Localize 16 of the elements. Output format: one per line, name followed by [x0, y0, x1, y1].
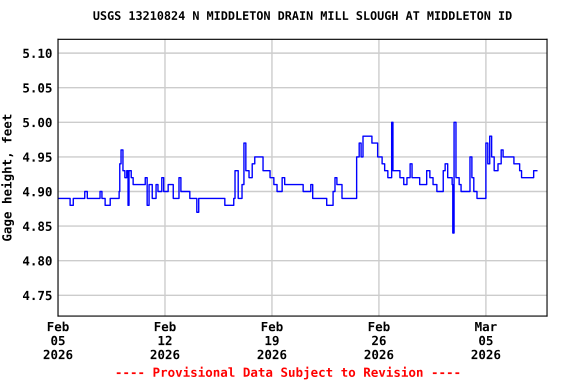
x-tick-label: Feb 26 2026	[364, 322, 394, 360]
x-tick-label: Feb 19 2026	[258, 322, 286, 360]
x-tick-label: Feb 05 2026	[44, 322, 72, 360]
y-tick-label: 4.80	[22, 256, 52, 266]
y-tick-label: 5.05	[23, 83, 52, 93]
y-tick-label: 5.00	[23, 118, 52, 128]
chart-title: USGS 13210824 N MIDDLETON DRAIN MILL SLOUGH AT MIDDLETON ID	[93, 11, 512, 20]
text: ---- Provisional Data Subject to Revision ----	[116, 366, 460, 380]
y-tick-label: 4.95	[22, 152, 52, 162]
y-tick-label: 4.85	[22, 222, 52, 232]
y-tick-label: 4.75	[22, 290, 52, 300]
x-tick-label: Feb 12 2026	[150, 322, 180, 360]
y-axis-title: Gage height, feet	[1, 114, 14, 241]
y-tick-label: 5.10	[23, 48, 52, 58]
y-tick-label: 4.90	[22, 186, 52, 196]
x-tick-label: Mar 05 2026	[472, 322, 500, 360]
